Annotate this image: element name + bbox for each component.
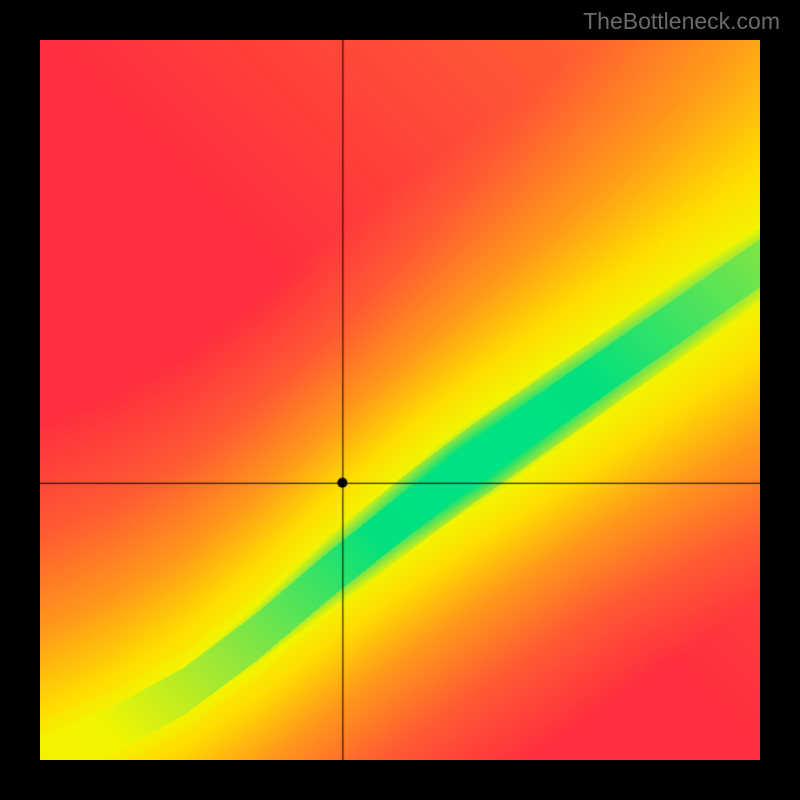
heatmap-canvas: [40, 40, 760, 760]
chart-container: TheBottleneck.com: [0, 0, 800, 800]
watermark-text: TheBottleneck.com: [583, 8, 780, 35]
plot-area: [40, 40, 760, 760]
